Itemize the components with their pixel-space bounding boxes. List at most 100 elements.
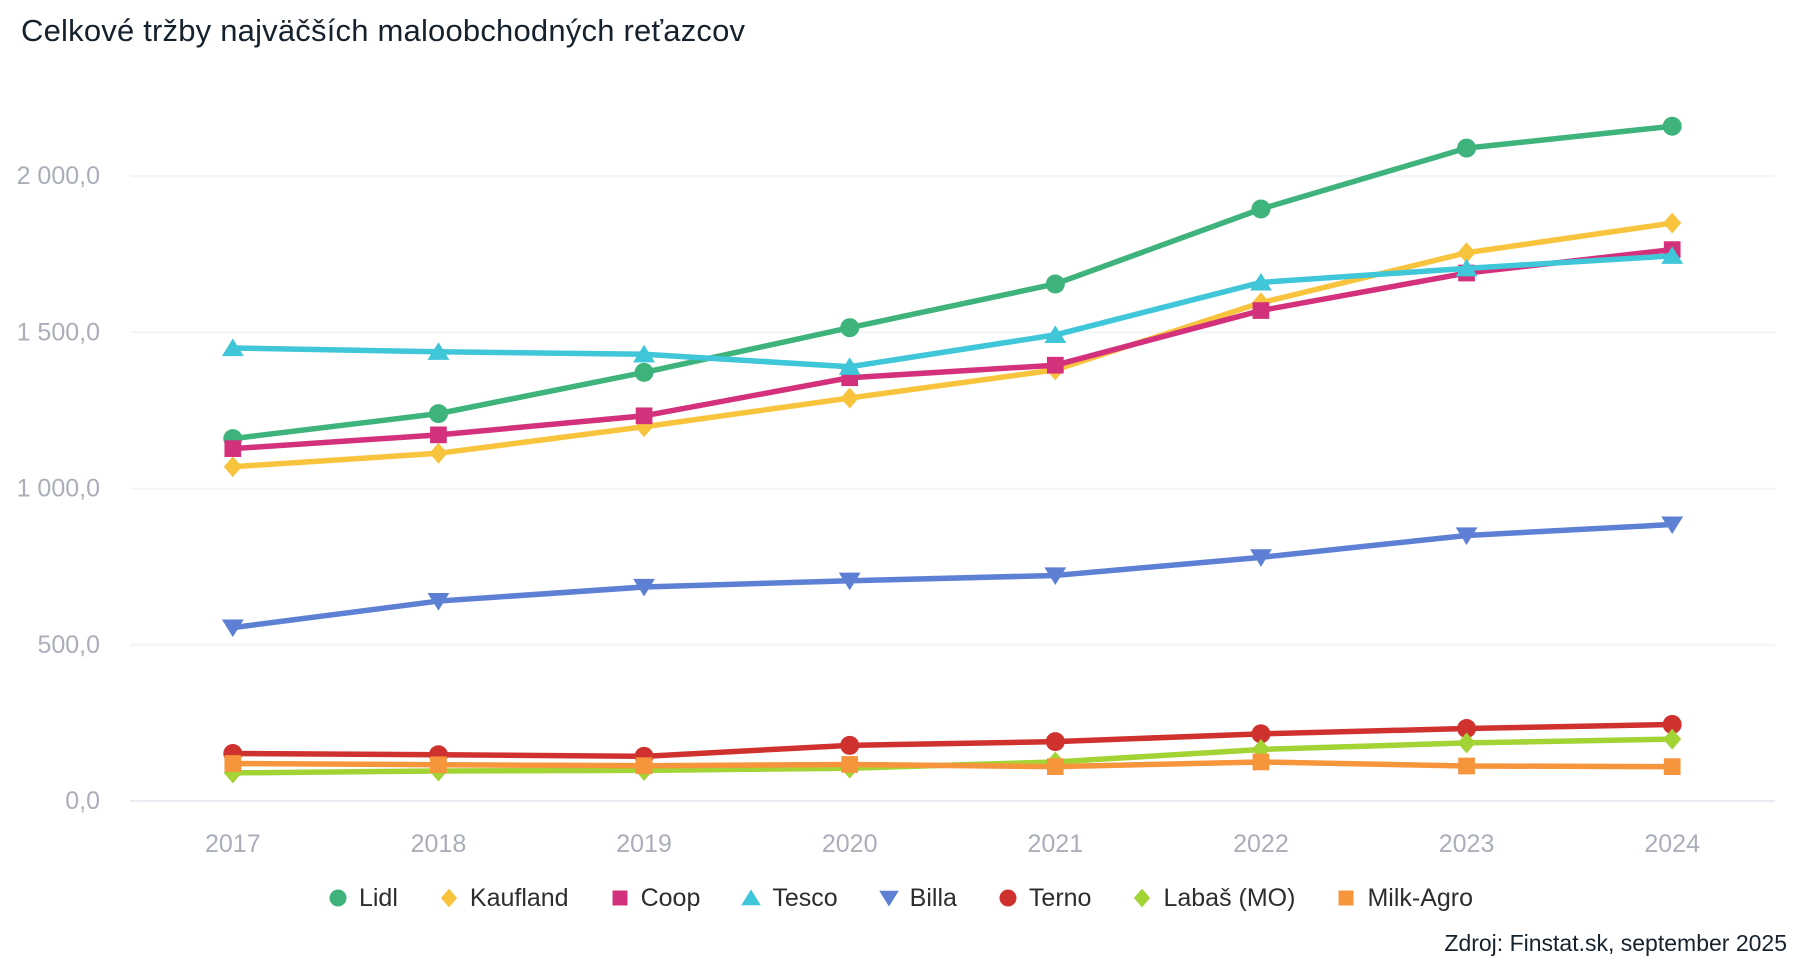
data-point-marker-lidl[interactable]: [1662, 116, 1682, 136]
series-line-kaufland: [230, 220, 1675, 470]
data-point-marker-coop[interactable]: [635, 407, 653, 425]
legend-item-lidl[interactable]: Lidl: [327, 884, 398, 913]
series-line-lidl: [230, 123, 1675, 442]
legend-item-coop[interactable]: Coop: [609, 883, 701, 913]
data-point-marker-billa[interactable]: [1455, 527, 1478, 545]
data-point-marker-lidl[interactable]: [1251, 199, 1271, 219]
y-axis-tick-label: 1 500,0: [17, 318, 100, 346]
data-point-marker-milk-agro[interactable]: [1046, 758, 1064, 775]
data-point-marker-kaufland[interactable]: [1663, 212, 1682, 234]
data-point-marker-tesco[interactable]: [1044, 325, 1067, 343]
x-axis-tick-label: 2019: [616, 830, 672, 858]
series-line-milk-agro: [230, 759, 1675, 770]
data-point-marker-milk-agro[interactable]: [430, 756, 447, 774]
legend-item-billa[interactable]: Billa: [878, 884, 957, 913]
data-point-marker-tesco[interactable]: [633, 344, 655, 363]
series-line-billa: [230, 521, 1675, 631]
data-point-marker-kaufland[interactable]: [1457, 242, 1476, 264]
triangle-up-icon-shape: [741, 889, 762, 906]
legend-item-milk-agro[interactable]: Milk-Agro: [1335, 884, 1473, 913]
triangle-up-icon: [741, 889, 762, 906]
legend-item-label: Kaufland: [469, 883, 569, 912]
x-axis-tick-label: 2023: [1439, 830, 1495, 858]
square-icon-shape: [612, 890, 628, 906]
chart-title: Celkové tržby najväčších maloobchodných …: [21, 13, 746, 48]
data-point-marker-lidl[interactable]: [634, 362, 654, 382]
data-point-marker-terno[interactable]: [1045, 732, 1065, 752]
diamond-icon-shape: [1134, 888, 1151, 908]
data-point-marker-milk-agro[interactable]: [841, 756, 859, 773]
y-axis-tick-label: 1 000,0: [17, 475, 100, 503]
legend-item-label: Milk-Agro: [1367, 883, 1474, 912]
legend-item-laba-mo[interactable]: Labaš (MO): [1131, 884, 1295, 913]
source-note: Zdroj: Finstat.sk, september 2025: [1444, 930, 1787, 956]
series-line-coop: [230, 246, 1675, 452]
circle-icon-shape: [999, 889, 1017, 907]
data-point-marker-milk-agro[interactable]: [635, 757, 653, 775]
data-point-marker-kaufland[interactable]: [840, 387, 859, 409]
data-point-marker-billa[interactable]: [427, 592, 450, 611]
data-point-marker-laba-mo[interactable]: [1663, 728, 1682, 750]
square-icon: [612, 890, 628, 906]
circle-icon: [329, 889, 347, 907]
diamond-icon-shape: [440, 888, 457, 908]
data-point-marker-tesco[interactable]: [221, 338, 244, 357]
data-point-marker-tesco[interactable]: [427, 342, 450, 360]
y-axis-tick-label: 0,0: [65, 787, 100, 815]
data-point-marker-tesco[interactable]: [1455, 258, 1478, 277]
data-point-marker-billa[interactable]: [1250, 549, 1272, 567]
x-axis-tick-label: 2021: [1028, 830, 1084, 858]
legend-item-label: Terno: [1028, 883, 1092, 912]
data-point-marker-tesco[interactable]: [1661, 246, 1684, 264]
data-point-marker-milk-agro[interactable]: [1458, 757, 1475, 775]
triangle-down-icon-shape: [878, 890, 899, 907]
data-point-marker-billa[interactable]: [1661, 516, 1684, 535]
data-point-marker-terno[interactable]: [1251, 724, 1271, 744]
data-point-marker-laba-mo[interactable]: [1457, 732, 1476, 754]
data-point-marker-lidl[interactable]: [428, 404, 448, 424]
data-point-marker-billa[interactable]: [838, 572, 861, 591]
data-point-marker-kaufland[interactable]: [223, 456, 242, 478]
data-point-marker-lidl[interactable]: [840, 318, 860, 338]
x-axis-tick-label: 2017: [205, 830, 261, 858]
circle-icon: [999, 889, 1017, 907]
data-point-marker-tesco[interactable]: [838, 357, 861, 375]
data-point-marker-terno[interactable]: [1457, 719, 1477, 739]
data-point-marker-lidl[interactable]: [1045, 274, 1065, 294]
y-axis-tick-label: 500,0: [37, 631, 100, 659]
data-point-marker-billa[interactable]: [1044, 567, 1067, 585]
data-point-marker-tesco[interactable]: [1250, 272, 1272, 291]
data-point-marker-terno[interactable]: [840, 735, 860, 755]
data-point-marker-terno[interactable]: [1662, 714, 1682, 734]
x-axis-tick-label: 2020: [822, 830, 878, 858]
data-point-marker-milk-agro[interactable]: [1252, 753, 1270, 771]
data-point-marker-kaufland[interactable]: [429, 442, 448, 464]
data-point-marker-billa[interactable]: [633, 578, 655, 597]
data-point-marker-milk-agro[interactable]: [1663, 758, 1681, 775]
square-icon: [1338, 890, 1354, 906]
diamond-icon: [1134, 888, 1151, 908]
y-axis-tick-label: 2 000,0: [17, 162, 100, 190]
legend-item-label: Tesco: [772, 883, 838, 912]
data-point-marker-coop[interactable]: [1046, 356, 1064, 374]
data-point-marker-coop[interactable]: [1252, 302, 1270, 319]
data-point-marker-coop[interactable]: [430, 426, 447, 444]
series-line-terno: [230, 721, 1675, 760]
circle-icon-shape: [329, 889, 347, 907]
legend-item-kaufland[interactable]: Kaufland: [438, 884, 569, 913]
legend-item-terno[interactable]: Terno: [997, 883, 1092, 913]
triangle-down-icon: [878, 890, 899, 907]
series-line-tesco: [230, 253, 1675, 370]
x-axis-tick-label: 2024: [1644, 830, 1700, 858]
chart-legend: Lidl Kaufland Coop Tesco Billa Terno Labaš (MO…: [0, 878, 1800, 918]
data-point-marker-lidl[interactable]: [1457, 138, 1477, 158]
legend-item-label: Coop: [640, 883, 701, 912]
data-point-marker-milk-agro[interactable]: [224, 755, 242, 772]
legend-item-label: Lidl: [358, 883, 398, 912]
legend-item-label: Billa: [909, 883, 957, 912]
legend-item-label: Labaš (MO): [1163, 883, 1296, 912]
data-point-marker-billa[interactable]: [221, 619, 244, 638]
data-point-marker-coop[interactable]: [224, 440, 242, 457]
legend-item-tesco[interactable]: Tesco: [740, 883, 838, 913]
